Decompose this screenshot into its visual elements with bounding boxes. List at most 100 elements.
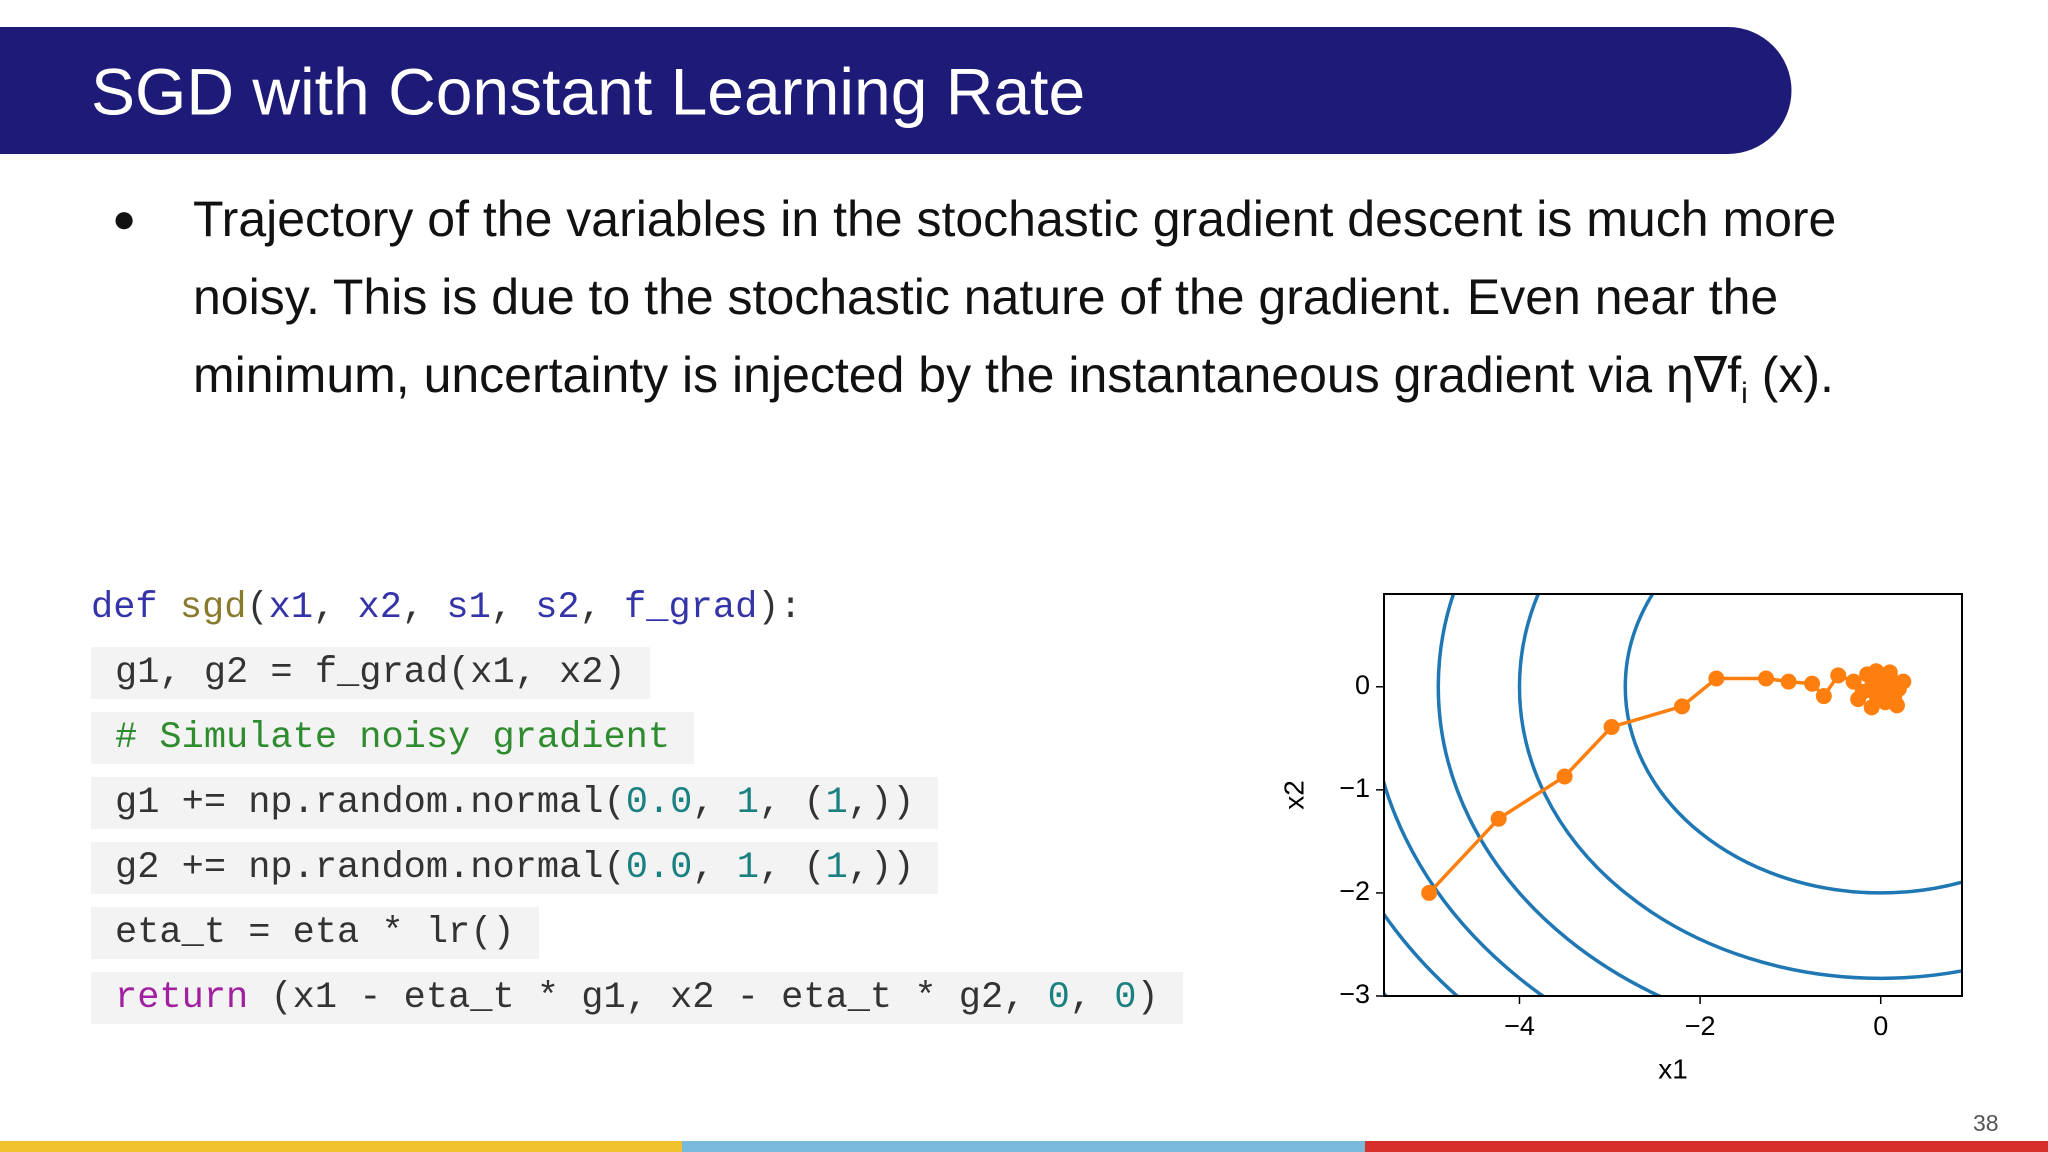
point — [1863, 699, 1880, 716]
point — [1780, 673, 1797, 690]
point — [1758, 670, 1775, 687]
x-tick-label: −2 — [1685, 1011, 1716, 1041]
code-token: , — [313, 587, 358, 629]
contour — [1436, 594, 1664, 996]
stripe — [682, 1141, 1365, 1152]
code-token: 0 — [1047, 977, 1070, 1019]
code-token: # Simulate noisy gradient — [115, 717, 671, 759]
x-tick-label: 0 — [1873, 1011, 1888, 1041]
code-line-box: g2 += np.random.normal(0.0, 1, (1,)) — [91, 842, 939, 894]
contour — [1623, 594, 1962, 895]
code-token: ,)) — [847, 782, 915, 824]
code-token: g1, g2 = f_grad(x1, x2) — [115, 652, 626, 694]
code-token: f_grad — [624, 587, 758, 629]
code-line-box: return (x1 - eta_t * g1, x2 - eta_t * g2… — [91, 972, 1183, 1024]
code-token: ) — [1136, 977, 1159, 1019]
code-token: 1 — [825, 782, 848, 824]
title-bar — [0, 27, 1792, 154]
point — [1708, 670, 1725, 687]
code-token: sgd — [157, 587, 247, 629]
plot-frame — [1383, 593, 1963, 997]
code-token: , — [401, 587, 447, 629]
y-tick-label: −3 — [1339, 979, 1370, 1009]
code-token: ( — [246, 587, 269, 629]
point — [1804, 675, 1821, 692]
contours — [1384, 594, 1962, 996]
code-line: g2 += np.random.normal(0.0, 1, (1,)) — [91, 842, 1183, 894]
stripe — [1365, 1141, 2048, 1152]
code-line: def sgd(x1, x2, s1, s2, f_grad): — [91, 582, 1183, 634]
code-line: eta_t = eta * lr() — [91, 907, 1183, 959]
trajectory — [1427, 669, 1905, 895]
code-token: , — [1069, 977, 1115, 1019]
code-token: , — [490, 587, 536, 629]
code-token: s2 — [535, 587, 580, 629]
code-token: g1 += np.random.normal( — [115, 782, 626, 824]
code-line-box: eta_t = eta * lr() — [91, 907, 539, 959]
bullet-main: Trajectory of the variables in the stoch… — [193, 191, 1837, 403]
point — [1674, 698, 1691, 715]
code-token: 0.0 — [625, 782, 693, 824]
x-axis-label: x1 — [1658, 1053, 1688, 1084]
code-token: x1 — [268, 587, 314, 629]
point — [1859, 666, 1876, 683]
point — [1603, 718, 1620, 735]
code-line-box: g1 += np.random.normal(0.0, 1, (1,)) — [91, 777, 939, 829]
code-token: , ( — [758, 847, 826, 889]
code-token: ,)) — [847, 847, 915, 889]
point — [1863, 678, 1880, 695]
code-block: def sgd(x1, x2, s1, s2, f_grad): g1, g2 =… — [91, 582, 1183, 1037]
code-token: x2 — [357, 587, 402, 629]
y-tick-label: 0 — [1355, 670, 1370, 700]
code-line-box: def sgd(x1, x2, s1, s2, f_grad): — [91, 582, 802, 634]
code-token: , ( — [758, 782, 826, 824]
contour — [1517, 594, 1962, 980]
code-line-box: # Simulate noisy gradient — [91, 712, 695, 764]
point — [1490, 810, 1507, 827]
y-tick-label: −1 — [1339, 773, 1370, 803]
point — [1850, 691, 1867, 708]
code-token: (x1 - eta_t * g1, x2 - eta_t * g2, — [248, 977, 1048, 1019]
point — [1890, 680, 1907, 697]
slide-title: SGD with Constant Learning Rate — [91, 54, 1085, 128]
y-tick-label: −2 — [1339, 876, 1370, 906]
bullet-text: Trajectory of the variables in the stoch… — [193, 180, 1933, 433]
x-tick-label: −4 — [1504, 1011, 1535, 1041]
y-axis-label: x2 — [1278, 780, 1309, 810]
code-token: , — [579, 587, 625, 629]
point — [1815, 688, 1832, 705]
code-token: 0.0 — [625, 847, 693, 889]
page-number: 38 — [1973, 1110, 1999, 1136]
code-line: # Simulate noisy gradient — [91, 712, 1183, 764]
point — [1830, 667, 1847, 684]
bullet-dot: ● — [112, 197, 137, 241]
code-line-box: g1, g2 = f_grad(x1, x2) — [91, 647, 650, 699]
code-line: g1 += np.random.normal(0.0, 1, (1,)) — [91, 777, 1183, 829]
code-line: return (x1 - eta_t * g1, x2 - eta_t * g2… — [91, 972, 1183, 1024]
code-line: g1, g2 = f_grad(x1, x2) — [91, 647, 1183, 699]
point — [1845, 673, 1862, 690]
point — [1881, 664, 1898, 681]
code-token: 1 — [736, 782, 759, 824]
code-token: return — [115, 977, 249, 1019]
code-token: , — [692, 847, 737, 889]
bullet-subscript: i — [1741, 377, 1748, 410]
bullet-tail: (x). — [1747, 347, 1834, 403]
point — [1877, 683, 1894, 700]
point — [1888, 697, 1905, 714]
code-token: s1 — [446, 587, 491, 629]
code-token: def — [91, 587, 158, 629]
stripe — [0, 1141, 682, 1152]
code-token: 0 — [1114, 977, 1137, 1019]
code-token: ): — [757, 587, 802, 629]
code-token: eta_t = eta * lr() — [115, 912, 515, 954]
plot: −4 −2 0 −3 −2 −1 0 x1 x2 — [1278, 593, 1963, 1084]
code-token: 1 — [825, 847, 848, 889]
point — [1556, 768, 1573, 785]
point — [1421, 884, 1438, 901]
code-token: g2 += np.random.normal( — [115, 847, 626, 889]
code-token: , — [692, 782, 737, 824]
code-token: 1 — [736, 847, 759, 889]
